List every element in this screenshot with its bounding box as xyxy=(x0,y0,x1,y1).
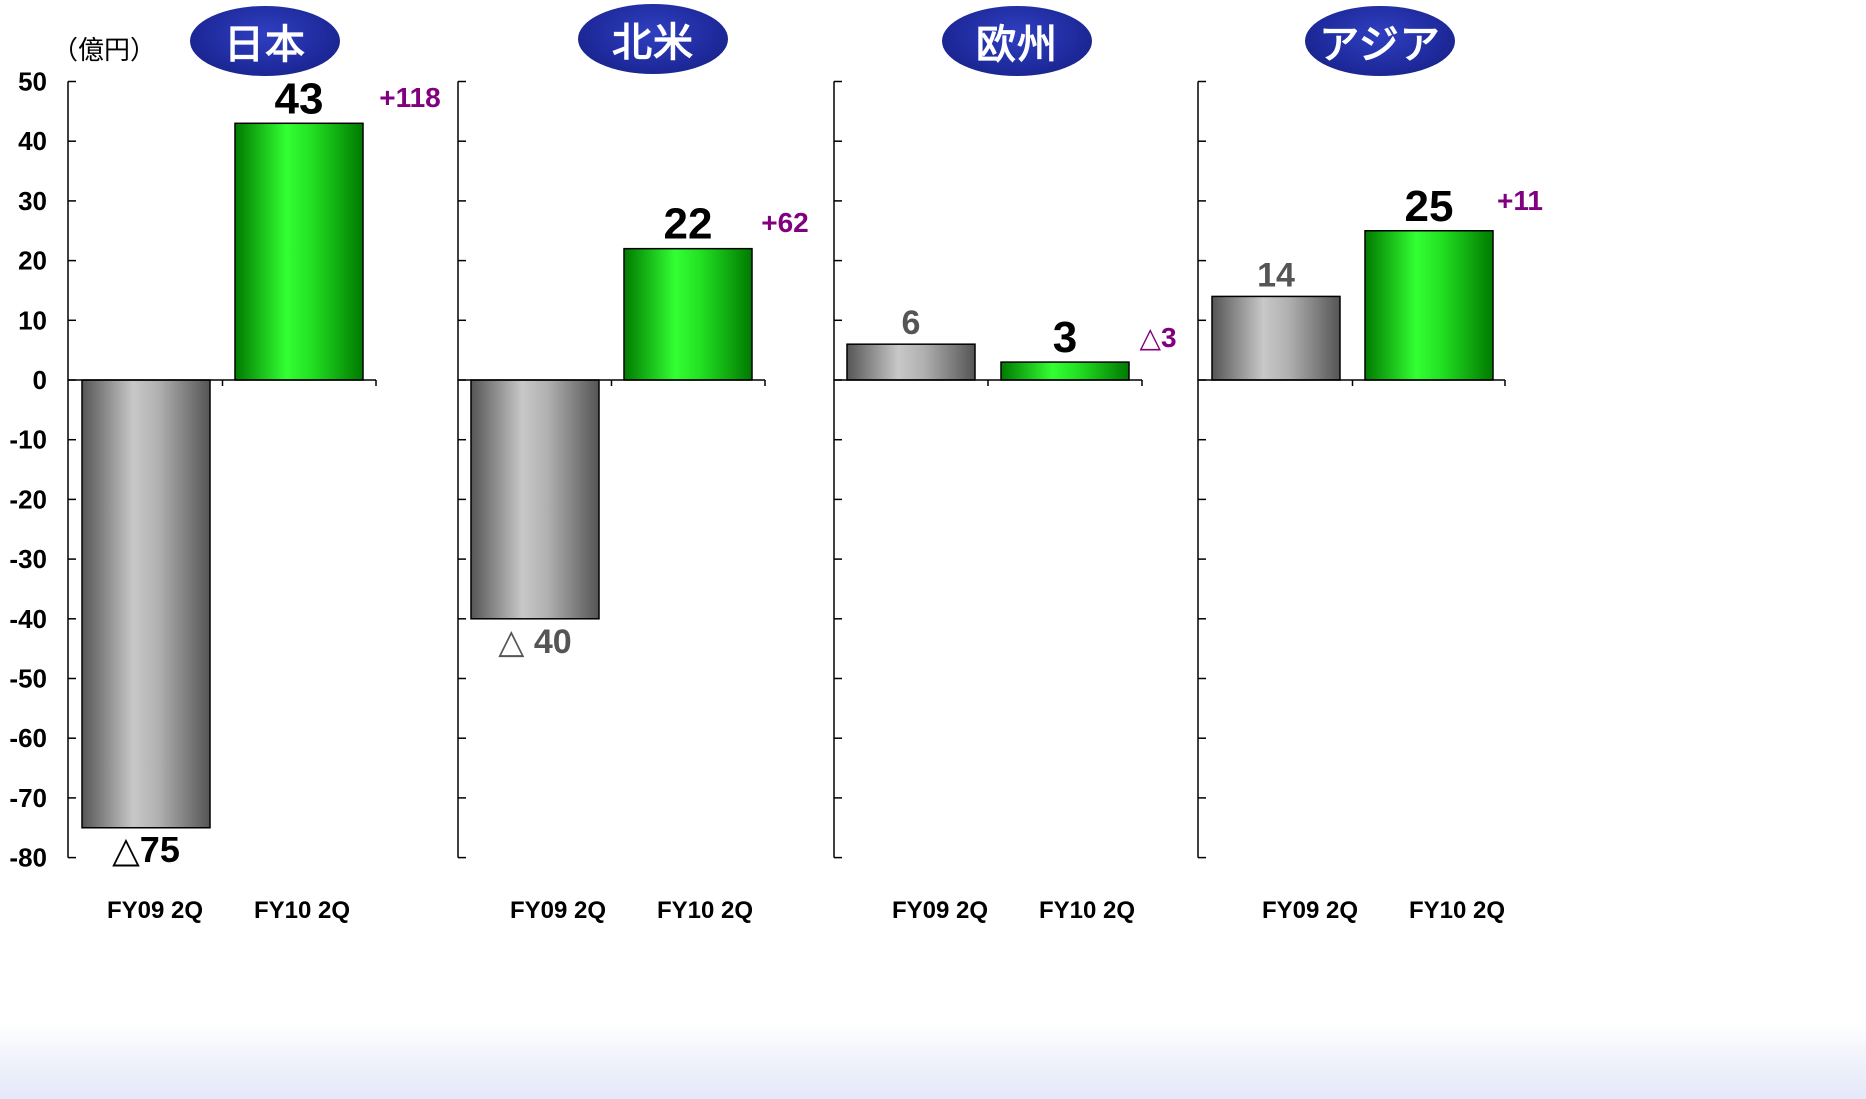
bar-fy10-2q xyxy=(1000,361,1130,381)
panel-1: △ 40 22 +62 FY09 2Q FY10 2Q xyxy=(457,80,809,924)
data-label: △75 xyxy=(112,829,180,870)
x-category-label: FY10 2Q xyxy=(254,897,350,924)
y-tick-label: -20 xyxy=(9,484,47,514)
difference-label: +118 xyxy=(379,82,441,113)
region-badge-japan: 日本 xyxy=(190,6,340,76)
y-tick-label: 10 xyxy=(18,305,47,335)
chart-panels: △75 43 +118 FY09 2Q FY10 2Q △ 40 22 +62 FY09 2Q F… xyxy=(67,74,1543,924)
panel-0: △75 43 +118 FY09 2Q FY10 2Q xyxy=(67,74,441,924)
data-label: 43 xyxy=(275,74,324,123)
panel-2: 6 3 △3 FY09 2Q FY10 2Q xyxy=(833,80,1177,924)
bar-fy10-2q xyxy=(1364,230,1494,381)
y-tick-label: -10 xyxy=(9,425,47,455)
bar-fy09-2q xyxy=(81,379,211,829)
y-tick-label: 30 xyxy=(18,186,47,216)
y-tick-label: 50 xyxy=(18,67,47,97)
region-badge-north-america: 北米 xyxy=(578,4,728,74)
difference-label: +62 xyxy=(761,207,809,238)
difference-label: △3 xyxy=(1139,322,1176,353)
y-tick-label: -50 xyxy=(9,664,47,694)
y-tick-label: 20 xyxy=(18,246,47,276)
bar-fy10-2q xyxy=(623,247,753,381)
x-category-label: FY09 2Q xyxy=(1262,897,1358,924)
bar-fy09-2q xyxy=(1211,295,1341,381)
y-tick-label: 0 xyxy=(33,365,47,395)
y-tick-label: 40 xyxy=(18,126,47,156)
bar-fy09-2q xyxy=(846,343,976,381)
x-category-label: FY09 2Q xyxy=(510,897,606,924)
bar-fy09-2q xyxy=(470,379,600,620)
region-badge-asia: アジア xyxy=(1305,6,1455,76)
y-tick-label: -40 xyxy=(9,604,47,634)
data-label: 22 xyxy=(664,200,713,249)
x-category-label: FY10 2Q xyxy=(657,897,753,924)
data-label: 25 xyxy=(1405,182,1454,231)
data-label: 14 xyxy=(1257,256,1295,294)
y-tick-label: -30 xyxy=(9,544,47,574)
y-axis-tick-labels: 50 40 30 20 10 0 -10 -20 -30 -40 -50 -60 -70 -80 xyxy=(9,67,47,873)
y-tick-label: -80 xyxy=(9,843,47,873)
y-tick-label: -60 xyxy=(9,723,47,753)
data-label: 6 xyxy=(902,304,921,342)
data-label: △ 40 xyxy=(498,623,571,661)
unit-label: （億円） xyxy=(52,36,157,66)
bar-fy10-2q xyxy=(234,122,364,381)
x-category-label: FY09 2Q xyxy=(107,897,203,924)
x-category-label: FY10 2Q xyxy=(1039,897,1135,924)
panel-3: 14 25 +11 FY09 2Q FY10 2Q xyxy=(1197,80,1543,924)
data-label: 3 xyxy=(1053,313,1077,362)
x-category-label: FY09 2Q xyxy=(892,897,988,924)
difference-label: +11 xyxy=(1497,185,1543,216)
x-category-label: FY10 2Q xyxy=(1409,897,1505,924)
region-badge-europe: 欧州 xyxy=(942,6,1092,76)
y-tick-label: -70 xyxy=(9,783,47,813)
